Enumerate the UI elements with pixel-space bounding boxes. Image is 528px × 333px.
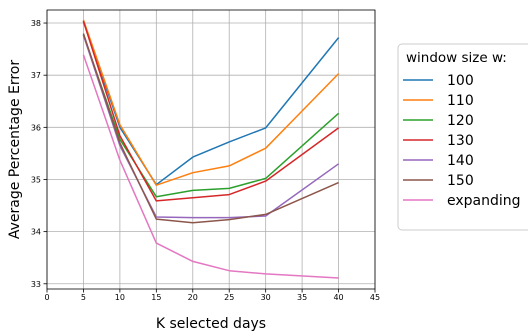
series-line-120 [82, 34, 340, 198]
legend-label-150: 150 [447, 173, 474, 189]
x-tick-label: 10 [115, 293, 125, 302]
x-tick-label: 25 [224, 293, 234, 302]
y-tick-label: 36 [31, 123, 41, 132]
y-tick-label: 37 [31, 71, 41, 80]
series-line-150 [82, 33, 339, 224]
series-line-100 [82, 21, 340, 186]
plot-area [46, 9, 376, 290]
x-tick-label: 45 [370, 293, 380, 302]
legend-title: window size w: [406, 50, 507, 66]
y-tick-label: 34 [31, 228, 41, 237]
legend-box [397, 43, 528, 231]
x-tick-label: 0 [44, 293, 49, 302]
legend-items: 100 110 120 130 140 150 expanding [403, 73, 521, 209]
grid-lines [46, 10, 376, 289]
legend-label-100: 100 [447, 73, 474, 89]
y-tick-label: 33 [31, 280, 41, 289]
x-axis-label: K selected days [156, 316, 266, 332]
y-axis-label: Average Percentage Error [7, 60, 23, 240]
legend-label-120: 120 [447, 113, 474, 129]
x-tick-label: 30 [261, 293, 271, 302]
series-lines [82, 19, 340, 279]
y-tick-label: 35 [31, 175, 41, 184]
series-line-140 [82, 34, 340, 219]
axis-ticks: 0 5 10 15 20 25 30 35 40 45 33 34 35 36 37 38 [31, 19, 380, 302]
y-tick-label: 38 [31, 19, 41, 28]
legend-label-140: 140 [447, 153, 474, 169]
x-tick-label: 35 [297, 293, 307, 302]
x-tick-label: 5 [81, 293, 86, 302]
x-tick-label: 20 [188, 293, 198, 302]
series-line-expanding [82, 54, 339, 279]
x-tick-label: 15 [151, 293, 161, 302]
legend-label-110: 110 [447, 93, 474, 109]
series-line-110 [82, 19, 340, 186]
series-line-130 [82, 20, 340, 202]
legend: window size w: 100 110 120 130 140 150 expandi… [397, 43, 528, 231]
legend-label-130: 130 [447, 133, 474, 149]
x-tick-label: 40 [333, 293, 343, 302]
legend-label-expanding: expanding [447, 193, 521, 209]
